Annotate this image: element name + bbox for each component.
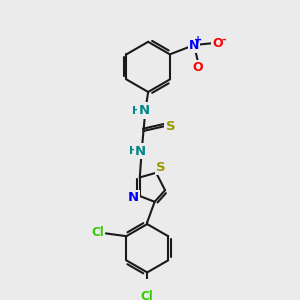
Text: O: O bbox=[212, 37, 223, 50]
Text: N: N bbox=[128, 191, 139, 204]
Text: Cl: Cl bbox=[141, 290, 154, 300]
Text: S: S bbox=[166, 120, 175, 133]
Text: N: N bbox=[135, 145, 146, 158]
Text: H: H bbox=[132, 106, 142, 116]
Text: N: N bbox=[139, 104, 150, 117]
Text: O: O bbox=[192, 61, 203, 74]
Text: Cl: Cl bbox=[91, 226, 104, 239]
Text: +: + bbox=[194, 35, 202, 45]
Text: H: H bbox=[129, 146, 138, 156]
Text: N: N bbox=[189, 39, 199, 52]
Text: S: S bbox=[156, 161, 166, 174]
Text: -: - bbox=[221, 34, 226, 44]
